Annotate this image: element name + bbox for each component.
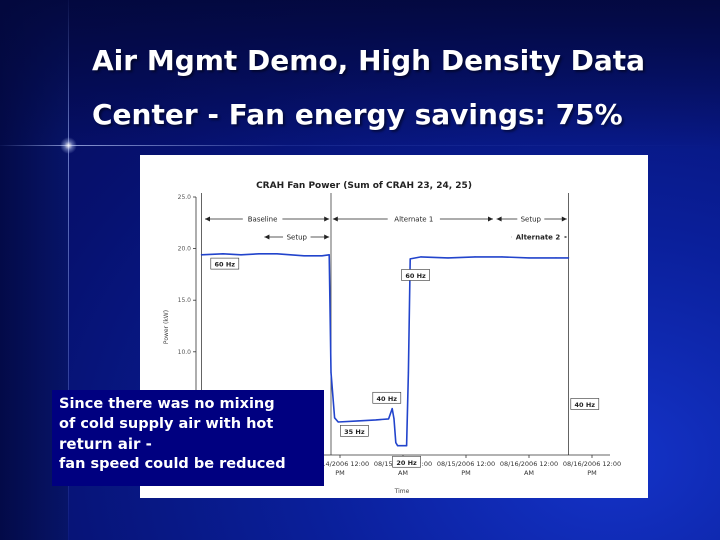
data-point — [406, 445, 408, 447]
slide-title: Air Mgmt Demo, High Density Data Center … — [92, 34, 702, 142]
callout-line-3: return air - — [59, 435, 152, 453]
y-tick-label: 10.0 — [178, 349, 192, 356]
callout-line-2: of cold supply air with hot — [59, 416, 274, 432]
y-tick-label: 15.0 — [178, 297, 192, 304]
hz-label: 35 Hz — [344, 428, 365, 436]
data-point — [409, 258, 411, 260]
phase-arrow-setup-right-head-left — [496, 216, 502, 222]
data-point — [501, 256, 503, 258]
callout-box: Since there was no mixing of cold supply… — [52, 390, 324, 486]
phase-arrow-setup-right-head-right — [561, 216, 567, 222]
data-point — [240, 254, 242, 256]
sparkle-icon — [60, 137, 77, 154]
data-point — [388, 418, 390, 420]
data-point — [420, 256, 422, 258]
hz-label: 60 Hz — [405, 272, 426, 280]
top-shade — [0, 0, 720, 150]
phase-arrow-alternate-1-head-left — [332, 216, 338, 222]
data-point — [447, 257, 449, 259]
data-point — [303, 255, 305, 257]
data-point — [391, 407, 393, 410]
data-point — [528, 257, 530, 259]
phase-label-bg — [387, 213, 440, 224]
phase-arrow-setup-left-head-left — [264, 234, 270, 240]
x-tick-label: AM — [524, 469, 534, 477]
data-point — [375, 419, 377, 421]
decor-vertical-line — [68, 0, 69, 540]
data-point — [393, 418, 395, 420]
x-axis-label: Time — [394, 488, 410, 495]
data-point — [330, 371, 332, 374]
data-point — [200, 254, 202, 256]
phase-arrow-alternate-1-head-right — [488, 216, 493, 222]
chart-panel: CRAH Fan Power (Sum of CRAH 23, 24, 25) … — [140, 155, 648, 498]
data-point — [474, 256, 476, 258]
phase-arrow-baseline-head-left — [205, 216, 210, 222]
chart-title: CRAH Fan Power (Sum of CRAH 23, 24, 25) — [256, 181, 472, 191]
phase-label-bg — [511, 231, 565, 242]
x-tick-label: 08/16/2006 12:00 — [563, 460, 621, 468]
data-point — [407, 371, 409, 374]
phase-arrow-setup-left-head-right — [324, 234, 330, 240]
x-tick-label: 08/16/2006 12:00 — [500, 460, 558, 468]
hz-label-box — [570, 398, 600, 410]
x-tick-label: 08/14/2006 12:00 — [311, 460, 369, 468]
hz-label-box — [210, 257, 240, 270]
hz-label-box — [392, 455, 421, 468]
x-tick-label: 08/15/2006 12:00 — [437, 460, 495, 468]
hz-label-box — [340, 424, 369, 437]
hz-label-box — [372, 391, 402, 404]
phase-label-bg — [242, 213, 283, 224]
series-line — [201, 253, 569, 447]
hz-label: 60 Hz — [215, 261, 236, 269]
data-point — [258, 253, 260, 255]
phase-label: Setup — [287, 234, 308, 242]
y-tick-label: 20.0 — [178, 246, 192, 253]
data-point — [337, 421, 339, 423]
hz-label: 40 Hz — [377, 395, 398, 403]
hz-label: 40 Hz — [575, 401, 596, 409]
data-point — [328, 254, 330, 256]
phase-label: Setup — [521, 216, 542, 224]
data-point — [395, 442, 397, 444]
x-tick-label: PM — [587, 469, 597, 477]
data-point — [555, 257, 557, 259]
phase-label: Alternate 1 — [394, 216, 433, 224]
data-point — [321, 255, 323, 257]
phase-label: Baseline — [248, 216, 278, 224]
x-tick-label: PM — [335, 469, 345, 477]
data-point — [334, 417, 336, 419]
x-tick-label: AM — [398, 469, 408, 477]
data-point — [222, 253, 224, 255]
callout-line-1: Since there was no mixing — [59, 396, 275, 412]
phase-label-bg — [517, 213, 545, 224]
callout-line-4: fan speed could be reduced — [59, 456, 286, 472]
data-point — [357, 420, 359, 422]
hz-label: 20 Hz — [396, 459, 417, 467]
phase-label-bg — [283, 231, 311, 242]
phase-arrow-baseline-head-right — [324, 216, 330, 222]
hz-label-box — [401, 269, 430, 281]
y-axis-label: Power (kW) — [163, 310, 170, 344]
slide-title-line-1: Air Mgmt Demo, High Density Data — [92, 44, 646, 77]
data-point — [568, 257, 570, 259]
data-point — [276, 253, 278, 255]
decor-horizontal-line — [0, 145, 720, 146]
phase-label: Alternate 2 — [516, 234, 561, 242]
x-tick-label: PM — [461, 469, 471, 477]
slide-title-line-2: Center - Fan energy savings: 75% — [92, 98, 623, 131]
data-point — [397, 445, 399, 447]
y-tick-label: 25.0 — [178, 194, 192, 201]
